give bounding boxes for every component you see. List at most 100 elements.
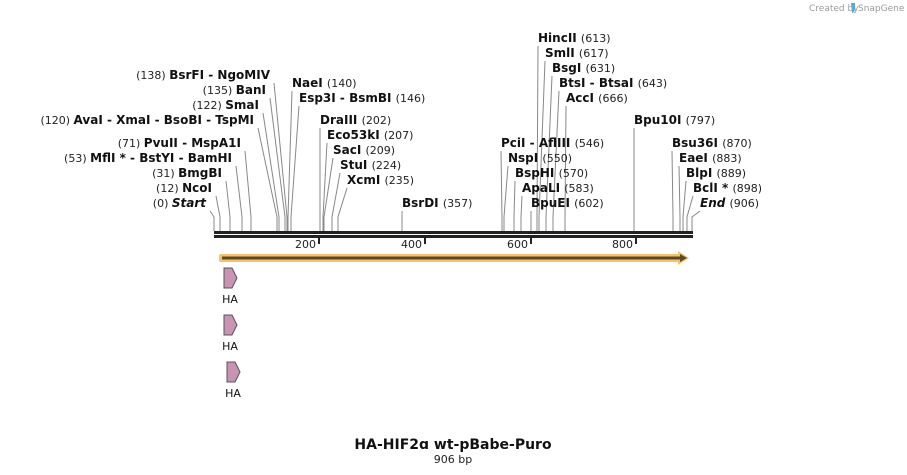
site-position: (71) (118, 137, 144, 150)
restriction-site[interactable]: StuI (224) (340, 158, 401, 172)
site-position: (602) (574, 197, 604, 210)
restriction-site[interactable]: (53) MflI * - BstYI - BamHI (64, 151, 232, 165)
enzyme-name: MflI * - BstYI - BamHI (90, 151, 232, 165)
restriction-site[interactable]: Bsu36I (870) (672, 136, 752, 150)
restriction-site[interactable]: BsrDI (357) (402, 196, 472, 210)
restriction-site[interactable]: ApaLI (583) (522, 181, 594, 195)
site-leader-line (552, 90, 560, 231)
restriction-site[interactable]: (120) AvaI - XmaI - BsoBI - TspMI (40, 113, 254, 127)
enzyme-name: BsrFI - NgoMIV (169, 68, 270, 82)
restriction-site[interactable]: BclI * (898) (693, 181, 762, 195)
restriction-site[interactable]: BlpI (889) (686, 166, 746, 180)
site-position: (135) (203, 84, 236, 97)
restriction-site[interactable]: AccI (666) (566, 91, 628, 105)
restriction-site[interactable]: HincII (613) (538, 31, 611, 45)
axis-tick (530, 237, 532, 244)
restriction-site[interactable]: Bpu10I (797) (634, 113, 715, 127)
site-position: (12) (156, 182, 182, 195)
restriction-site[interactable]: (71) PvuII - MspA1I (118, 136, 241, 150)
site-position: (53) (64, 152, 90, 165)
site-leader-line (564, 105, 567, 231)
enzyme-name: BanI (236, 83, 266, 97)
restriction-site[interactable]: Eco53kI (207) (327, 128, 413, 142)
restriction-site[interactable]: DraIII (202) (320, 113, 391, 127)
enzyme-name: HincII (538, 31, 581, 45)
enzyme-name: XcmI (347, 173, 385, 187)
site-leader-line (337, 187, 348, 231)
site-leader-line (331, 172, 341, 231)
enzyme-name: NaeI (292, 76, 327, 90)
site-label: DraIII (202) (320, 113, 391, 127)
restriction-site[interactable]: BspHI (570) (515, 166, 588, 180)
site-label: BtsI - BtsaI (643) (559, 76, 667, 90)
site-label: End (906) (700, 196, 759, 210)
restriction-site[interactable]: SmlI (617) (545, 46, 609, 60)
feature-arrow-forward[interactable] (219, 251, 689, 265)
restriction-site[interactable]: PciI - AflIII (546) (501, 136, 604, 150)
enzyme-name: Bsu36I (672, 136, 722, 150)
restriction-site[interactable]: BpuEI (602) (531, 196, 604, 210)
feature-ha[interactable]: HA (222, 314, 238, 353)
site-position: (898) (732, 182, 762, 195)
enzyme-name: BtsI - BtsaI (559, 76, 638, 90)
feature-ha[interactable]: HA (222, 267, 238, 306)
site-leader-line (682, 180, 687, 231)
site-position: (883) (712, 152, 742, 165)
restriction-site[interactable]: (122) SmaI (192, 98, 259, 112)
site-leader-line (322, 142, 328, 231)
restriction-site[interactable]: End (906) (700, 196, 759, 210)
restriction-site[interactable]: (31) BmgBI (152, 166, 222, 180)
feature-arrow-core (222, 256, 682, 260)
feature-label: HA (222, 340, 238, 353)
site-position: (546) (575, 137, 605, 150)
restriction-site[interactable]: Esp3I - BsmBI (146) (299, 91, 425, 105)
site-label: BsgI (631) (552, 61, 615, 75)
site-position: (357) (443, 197, 473, 210)
site-leader-line (323, 157, 334, 231)
restriction-site[interactable]: NaeI (140) (292, 76, 357, 90)
site-position: (613) (581, 32, 611, 45)
restriction-site[interactable]: SacI (209) (333, 143, 395, 157)
site-label: Eco53kI (207) (327, 128, 413, 142)
restriction-site[interactable]: NspI (550) (508, 151, 572, 165)
site-position: (870) (722, 137, 752, 150)
restriction-site[interactable]: BtsI - BtsaI (643) (559, 76, 667, 90)
restriction-site[interactable]: (138) BsrFI - NgoMIV (136, 68, 271, 82)
site-leader-line (686, 195, 694, 231)
enzyme-name: Start (172, 196, 207, 210)
feature-ha[interactable]: HA (225, 361, 241, 400)
enzyme-name: BpuEI (531, 196, 574, 210)
restriction-site[interactable]: EaeI (883) (679, 151, 742, 165)
restriction-site[interactable]: (12) NcoI (156, 181, 212, 195)
site-leader-line (545, 75, 553, 231)
enzyme-name: Bpu10I (634, 113, 686, 127)
restriction-site[interactable]: (135) BanI (203, 83, 266, 97)
site-label: EaeI (883) (679, 151, 742, 165)
site-label: HincII (613) (538, 31, 611, 45)
site-label: XcmI (235) (347, 173, 414, 187)
enzyme-name: StuI (340, 158, 372, 172)
sequence-length: 906 bp (434, 453, 472, 466)
site-label: BclI * (898) (693, 181, 762, 195)
enzyme-name: NcoI (182, 181, 212, 195)
site-label: BlpI (889) (686, 166, 746, 180)
site-position: (146) (396, 92, 426, 105)
site-leader-line (538, 60, 546, 231)
site-leader-line (209, 210, 215, 231)
site-leader-line (671, 150, 674, 231)
restriction-site[interactable]: (0) Start (153, 196, 207, 210)
credit-brand: SnapGene (858, 4, 905, 14)
site-leader-line (287, 90, 293, 231)
restriction-site[interactable]: XcmI (235) (347, 173, 414, 187)
axis-tick (635, 237, 637, 244)
restriction-site[interactable]: BsgI (631) (552, 61, 615, 75)
site-leader-line (225, 180, 231, 231)
enzyme-name: DraIII (320, 113, 362, 127)
feature-label: HA (222, 293, 238, 306)
site-position: (0) (153, 197, 172, 210)
enzyme-name: BsgI (552, 61, 586, 75)
site-label: (120) AvaI - XmaI - BsoBI - TspMI (40, 113, 254, 127)
site-label: BpuEI (602) (531, 196, 604, 210)
enzyme-name: End (700, 196, 730, 210)
axis-tick-label: 800 (612, 238, 633, 251)
